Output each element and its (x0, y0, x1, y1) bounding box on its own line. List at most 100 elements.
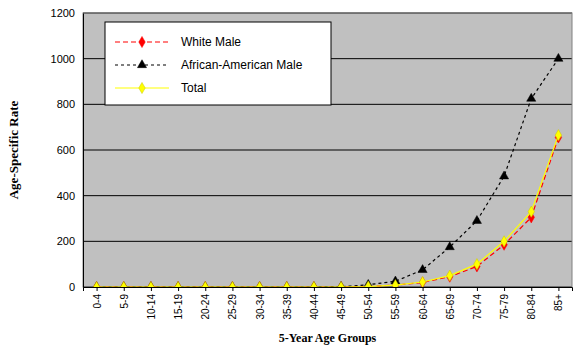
y-tick-label: 1000 (51, 53, 75, 65)
x-tick-mark (395, 287, 396, 291)
y-axis: 0 200 400 600 800 1000 1200 (51, 7, 84, 293)
y-tick-label: 200 (57, 235, 75, 247)
x-tick: 50-54 (363, 287, 374, 320)
chart: 0 200 400 600 800 1000 1200 0-4 5-9 10-14 15-19 20-… (0, 0, 581, 350)
x-tick-label: 15-19 (173, 294, 184, 320)
y-tick: 1200 (51, 7, 83, 19)
series-marker (472, 216, 481, 224)
y-tick: 200 (57, 235, 83, 247)
series-marker (311, 281, 317, 287)
legend-label: White Male (181, 35, 241, 49)
x-tick-mark (287, 287, 288, 291)
series-marker (148, 281, 154, 287)
grid-line (83, 241, 572, 242)
plot-frame (83, 13, 572, 287)
x-axis: 0-4 5-9 10-14 15-19 20-24 25-29 30-34 35-39 40-4… (84, 287, 573, 320)
x-tick: 65-69 (445, 287, 456, 320)
series-line (97, 137, 559, 287)
x-tick: 80-84 (526, 287, 537, 320)
series-marker (229, 281, 235, 287)
y-tick: 600 (57, 144, 83, 156)
x-tick: 25-29 (227, 287, 238, 320)
legend-entry: African-American Male (115, 58, 303, 72)
x-axis-title: 5-Year Age Groups (279, 331, 377, 345)
plot: 0 200 400 600 800 1000 1200 0-4 5-9 10-14 15-19 20-… (51, 7, 573, 320)
series-marker (419, 277, 425, 287)
legend-entry: Total (115, 81, 206, 95)
y-tick: 1000 (51, 53, 83, 65)
series-marker (554, 53, 563, 61)
series-marker (474, 259, 480, 270)
x-tick-label: 10-14 (146, 294, 157, 320)
series-marker (202, 281, 208, 287)
series-marker (256, 281, 262, 287)
x-tick: 45-49 (336, 287, 347, 320)
x-tick-mark (151, 287, 152, 291)
x-tick-label: 5-9 (119, 294, 130, 309)
x-tick-label: 40-44 (309, 294, 320, 320)
x-tick: 5-9 (119, 287, 130, 308)
series-line (97, 135, 559, 287)
series-marker (527, 93, 536, 101)
x-tick-mark (531, 287, 532, 291)
x-tick-label: 30-34 (255, 294, 266, 320)
y-axis-title: Age-Specific Rate (6, 101, 21, 200)
series-marker (284, 281, 290, 287)
series-marker (338, 281, 344, 287)
x-tick-mark (260, 287, 261, 291)
x-tick-label: 35-39 (282, 294, 293, 320)
series-marker (229, 281, 235, 287)
x-tick-mark (341, 287, 342, 291)
series-marker (447, 270, 453, 281)
x-tick-mark (558, 287, 559, 291)
legend-marker (139, 82, 145, 93)
series-marker (175, 281, 181, 287)
series-marker (365, 281, 371, 287)
y-tick-label: 800 (57, 98, 75, 110)
series-marker (256, 281, 262, 287)
x-tick: 75-79 (499, 287, 510, 320)
x-tick-label: 60-64 (418, 294, 429, 320)
series-marker (93, 281, 99, 287)
y-tick: 400 (57, 190, 83, 202)
x-tick-mark (124, 287, 125, 291)
y-axis-line (83, 14, 84, 288)
x-tick: 70-74 (472, 287, 483, 320)
series-marker (555, 130, 561, 141)
series-marker (202, 281, 208, 287)
x-tick: 20-24 (200, 287, 211, 320)
x-tick-mark (97, 287, 98, 291)
x-tick-mark (504, 287, 505, 291)
series-marker (284, 281, 290, 287)
series-marker (500, 171, 509, 179)
legend-box (105, 22, 331, 105)
x-tick-mark (178, 287, 179, 291)
grid-line (83, 195, 572, 196)
legend-entry: White Male (115, 35, 241, 49)
y-tick: 0 (69, 281, 83, 293)
series-marker (121, 281, 127, 287)
x-tick-mark (477, 287, 478, 291)
x-axis-line (84, 288, 573, 292)
x-tick-mark (450, 287, 451, 291)
series-marker (445, 242, 454, 250)
series-marker (418, 265, 427, 273)
y-tick-label: 400 (57, 190, 75, 202)
x-tick-label: 85+ (553, 294, 564, 311)
x-tick-label: 55-59 (390, 294, 401, 320)
x-tick: 0-4 (92, 287, 103, 308)
series-marker (148, 281, 154, 287)
x-tick: 10-14 (146, 287, 157, 320)
x-tick: 55-59 (390, 287, 401, 320)
series-marker (338, 281, 344, 287)
series (93, 130, 561, 287)
y-tick-label: 0 (69, 281, 75, 293)
series-marker (528, 206, 534, 217)
series (93, 132, 561, 287)
x-tick-label: 20-24 (200, 294, 211, 320)
series-marker (419, 276, 425, 287)
series-marker (121, 281, 127, 287)
grid-line (83, 150, 572, 151)
x-tick-label: 75-79 (499, 294, 510, 320)
y-tick-label: 1200 (51, 7, 75, 19)
